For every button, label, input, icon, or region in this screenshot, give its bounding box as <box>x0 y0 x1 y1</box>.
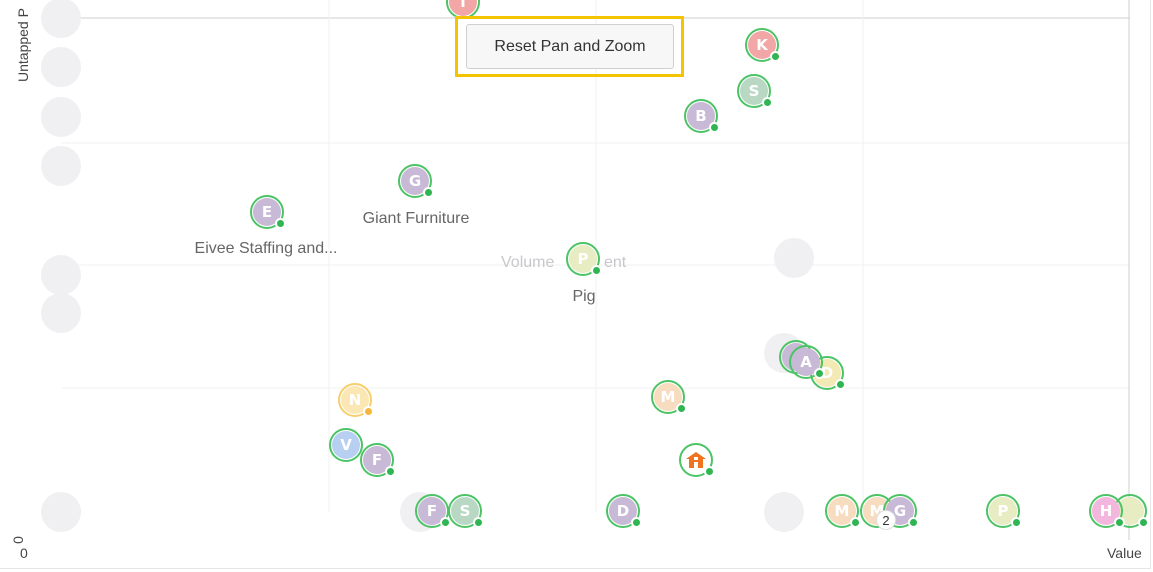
status-dot <box>709 122 720 133</box>
ghost-bubble <box>41 97 81 137</box>
point-initial: T <box>449 0 477 16</box>
point-bubble[interactable]: S <box>448 494 484 528</box>
status-dot <box>631 517 642 528</box>
x-axis-label: Value <box>1107 545 1142 561</box>
ghost-bubble <box>41 146 81 186</box>
ghost-bubble <box>774 238 814 278</box>
status-dot <box>440 517 451 528</box>
point-bubble[interactable]: F <box>360 443 396 477</box>
status-dot <box>762 97 773 108</box>
status-dot <box>1114 517 1125 528</box>
reset-highlight-frame <box>455 16 684 77</box>
status-dot <box>704 466 715 477</box>
point-bubble[interactable]: M <box>651 380 687 414</box>
point-bubble[interactable]: E <box>250 195 286 229</box>
status-dot <box>423 187 434 198</box>
y-axis-origin: 0 <box>9 536 26 544</box>
status-dot <box>363 406 374 417</box>
point-label: Pig <box>572 288 596 305</box>
point-bubble[interactable]: N <box>338 383 374 417</box>
reset-pan-zoom-button[interactable]: Reset Pan and Zoom <box>466 24 674 69</box>
quadrant-label-tail: ent <box>604 254 627 271</box>
status-dot <box>385 466 396 477</box>
point-bubble[interactable]: B <box>684 99 720 133</box>
status-dot <box>1011 517 1022 528</box>
ghost-bubble <box>41 47 81 87</box>
status-dot <box>850 517 861 528</box>
point-bubble[interactable]: H <box>1089 494 1125 528</box>
status-dot <box>591 265 602 276</box>
status-dot <box>835 379 846 390</box>
point-bubble[interactable]: D <box>606 494 642 528</box>
y-axis-label: Untapped P <box>15 8 31 82</box>
point-bubble[interactable]: P <box>986 494 1022 528</box>
ghost-bubble <box>41 492 81 532</box>
point-initial: P <box>569 245 597 273</box>
point-label: Giant Furniture <box>362 210 470 227</box>
x-axis-origin: 0 <box>20 545 28 561</box>
status-dot <box>473 517 484 528</box>
ghost-bubble <box>41 0 81 38</box>
point-bubble[interactable]: M <box>825 494 861 528</box>
point-bubble-house[interactable] <box>679 443 715 477</box>
ghost-bubble <box>41 255 81 295</box>
point-bubble[interactable]: S <box>737 74 773 108</box>
point-bubble[interactable]: A <box>789 345 825 379</box>
ghost-bubble <box>41 293 81 333</box>
point-bubble[interactable]: P <box>566 242 602 276</box>
status-dot <box>908 517 919 528</box>
status-dot <box>275 218 286 229</box>
cluster-count-badge[interactable]: 2 <box>876 510 896 530</box>
status-dot <box>676 403 687 414</box>
house-icon <box>686 452 706 468</box>
quadrant-label: Volume <box>501 254 555 271</box>
point-bubble[interactable]: V <box>329 428 363 462</box>
ghost-bubble <box>764 492 804 532</box>
status-dot <box>814 368 825 379</box>
point-bubble[interactable]: K <box>745 28 781 62</box>
status-dot <box>1138 517 1149 528</box>
point-bubble[interactable]: F <box>415 494 451 528</box>
point-bubble[interactable]: G <box>398 164 434 198</box>
status-dot <box>770 51 781 62</box>
point-label: Eivee Staffing and... <box>194 240 338 257</box>
point-initial: V <box>332 431 360 459</box>
